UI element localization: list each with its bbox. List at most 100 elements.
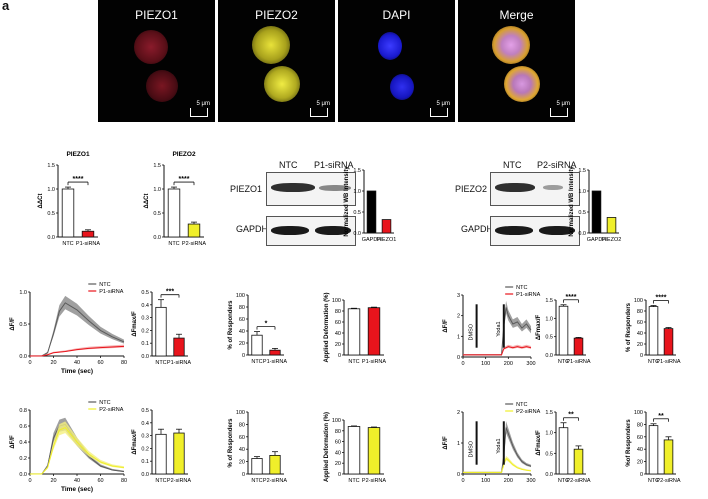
significance-stars: **** xyxy=(656,295,667,302)
cell-merge xyxy=(492,26,530,64)
series-line xyxy=(463,307,532,356)
y-axis-label: Applied Deformation (%) xyxy=(324,412,330,482)
y-tick-label: 1.5 xyxy=(47,163,55,169)
y-tick-label: 0.5 xyxy=(141,408,149,414)
x-tick-label: 0 xyxy=(28,360,31,366)
y-tick-label: 60 xyxy=(239,317,245,323)
y-tick-label: 0.5 xyxy=(353,210,361,216)
y-tick-label: 1.0 xyxy=(578,189,586,195)
y-tick-label: 0.5 xyxy=(578,210,586,216)
y-tick-label: 80 xyxy=(335,309,341,315)
legend-label: NTC xyxy=(516,285,527,291)
y-tick-label: 0.1 xyxy=(141,459,149,465)
y-tick-label: 40 xyxy=(637,331,643,337)
bar xyxy=(173,337,185,357)
micrograph-dapi: DAPI 5 μm xyxy=(338,0,455,122)
series-line xyxy=(30,423,125,475)
y-tick-label: 1 xyxy=(457,441,460,447)
y-tick-label: 1.5 xyxy=(578,168,586,174)
cell-yellow xyxy=(264,66,300,102)
blot1-gapdh-band xyxy=(266,216,356,246)
bar xyxy=(591,190,602,234)
x-tick-label: NTC xyxy=(348,359,359,365)
y-tick-label: 0.0 xyxy=(153,235,161,241)
micrograph-piezo1: PIEZO1 5 μm xyxy=(98,0,215,122)
x-tick-label: NTC xyxy=(168,241,179,247)
x-tick-label: P1-siRNA xyxy=(362,359,386,365)
bar xyxy=(269,349,281,356)
y-axis-label: ΔF/F xyxy=(10,435,16,449)
bar xyxy=(251,458,263,475)
y-tick-label: 1.0 xyxy=(545,431,553,437)
significance-stars: ** xyxy=(658,413,664,420)
y-axis-label: ΔF/F xyxy=(443,436,449,450)
y-tick-label: 0.4 xyxy=(19,440,27,446)
y-axis-label: Normalized WB Intensity xyxy=(344,166,350,237)
bar xyxy=(347,308,361,356)
y-tick-label: 80 xyxy=(637,309,643,315)
blot2-gapdh-band xyxy=(490,216,580,246)
significance-stars: ** xyxy=(568,412,574,419)
bar xyxy=(573,337,584,356)
y-tick-label: 40 xyxy=(239,447,245,453)
bar xyxy=(367,427,381,475)
x-tick-label: P2-siRNA xyxy=(566,478,590,484)
cell-red xyxy=(134,30,168,64)
x-tick-label: 200 xyxy=(504,361,513,367)
y-axis-label: ΔFmax/F xyxy=(132,311,138,337)
y-tick-label: 0.6 xyxy=(19,424,27,430)
y-tick-label: 60 xyxy=(637,320,643,326)
scale-label: 5 μm xyxy=(316,101,330,107)
bar xyxy=(558,427,569,475)
x-tick-label: P1-siRNA xyxy=(76,241,100,247)
bar xyxy=(558,305,569,356)
legend-label: NTC xyxy=(516,402,527,408)
y-tick-label: 40 xyxy=(637,447,643,453)
x-tick-label: NTC xyxy=(558,478,569,484)
y-tick-label: 0.2 xyxy=(141,446,149,452)
y-tick-label: 100 xyxy=(332,298,341,304)
micrograph-label: PIEZO2 xyxy=(255,8,298,22)
y-tick-label: 3 xyxy=(457,293,460,299)
micrograph-merge: Merge 5 μm xyxy=(458,0,575,122)
bar xyxy=(573,448,584,475)
x-tick-label: 0 xyxy=(461,478,464,484)
y-tick-label: 20 xyxy=(239,341,245,347)
blot2-row-gapdh: GAPDH xyxy=(461,224,494,234)
x-tick-label: 40 xyxy=(74,360,80,366)
y-tick-label: 0.1 xyxy=(141,341,149,347)
series-error-band xyxy=(30,295,124,356)
x-tick-label: P1-siRNA xyxy=(656,359,680,365)
y-axis-label: ΔF/F xyxy=(443,319,449,333)
x-tick-label: 0 xyxy=(28,478,31,484)
x-tick-label: 80 xyxy=(121,360,127,366)
annotation-yoda1: Yoda1 xyxy=(496,438,502,453)
y-tick-label: 0.0 xyxy=(47,235,55,241)
legend-label: NTC xyxy=(99,400,110,406)
y-tick-label: 1.5 xyxy=(545,410,553,416)
y-tick-label: 20 xyxy=(637,460,643,466)
x-tick-label: 20 xyxy=(50,478,56,484)
chart-title: PIEZO1 xyxy=(66,151,90,158)
series-line xyxy=(30,302,125,357)
x-tick-label: NTC xyxy=(648,359,659,365)
y-tick-label: 40 xyxy=(335,331,341,337)
series-error-band xyxy=(463,344,531,356)
x-tick-label: PIEZO1 xyxy=(377,237,397,243)
y-axis-label: ΔFmax/F xyxy=(536,430,542,456)
y-tick-label: 100 xyxy=(332,418,341,424)
y-tick-label: 80 xyxy=(239,305,245,311)
x-tick-label: 0 xyxy=(461,361,464,367)
y-axis-label: % of Responders xyxy=(228,418,234,468)
x-tick-label: GAPDH xyxy=(362,237,382,243)
x-tick-label: P2-siRNA xyxy=(362,478,386,484)
x-tick-label: 80 xyxy=(121,478,127,484)
y-tick-label: 0.0 xyxy=(141,472,149,478)
y-tick-label: 60 xyxy=(239,435,245,441)
scale-bar: 5 μm xyxy=(310,101,330,117)
bar xyxy=(648,306,659,356)
y-axis-label: Applied Deformation (%) xyxy=(324,292,330,362)
blot1-row-piezo1: PIEZO1 xyxy=(230,184,263,194)
y-axis-label: Normalized WB Intensity xyxy=(569,166,575,237)
